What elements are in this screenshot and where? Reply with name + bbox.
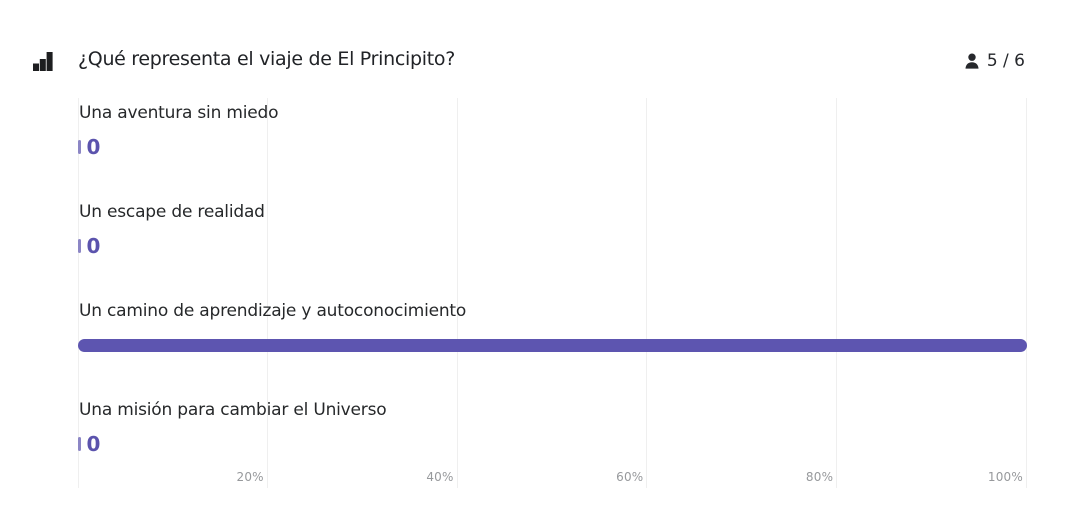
gridline-20 xyxy=(266,98,268,488)
bar-chart-icon xyxy=(33,52,53,71)
answer-bar-track: 0 xyxy=(78,233,1027,259)
answer-label: Una aventura sin miedo xyxy=(79,103,279,123)
answer-bar-track xyxy=(78,332,1027,358)
answer-count: 0 xyxy=(86,135,101,159)
gridline-80 xyxy=(836,98,838,488)
x-axis-tick-label: 100% xyxy=(987,470,1023,484)
x-axis-tick-label: 80% xyxy=(805,470,834,484)
x-axis-tick-label: 60% xyxy=(616,470,644,484)
answer-bar-track: 0 xyxy=(78,134,1027,160)
participants-count: 5 / 6 xyxy=(986,51,1025,71)
answer-bar xyxy=(78,239,81,253)
answer-label: Una misión para cambiar el Universo xyxy=(79,400,387,420)
answer-label: Un camino de aprendizaje y autoconocimie… xyxy=(79,301,467,321)
results-bar-chart: Una aventura sin miedo 0 Un escape de re… xyxy=(78,98,1027,488)
participants-counter: 5 / 6 xyxy=(964,51,1025,71)
gridline-100 xyxy=(1026,98,1027,488)
answer-bar xyxy=(78,437,81,451)
x-axis-tick-label: 40% xyxy=(426,470,454,484)
gridline-40 xyxy=(456,98,458,488)
gridline-60 xyxy=(646,98,648,488)
answer-label: Un escape de realidad xyxy=(79,202,265,222)
question-title: ¿Qué representa el viaje de El Principit… xyxy=(78,48,455,70)
x-axis-tick-label: 20% xyxy=(236,470,264,484)
answer-bar xyxy=(78,140,81,154)
answer-bar-track: 0 xyxy=(78,431,1027,457)
answer-bar xyxy=(78,338,1027,352)
person-icon xyxy=(965,53,979,69)
answer-count: 0 xyxy=(86,432,101,456)
gridline-0 xyxy=(78,98,79,488)
answer-count: 0 xyxy=(86,234,101,258)
